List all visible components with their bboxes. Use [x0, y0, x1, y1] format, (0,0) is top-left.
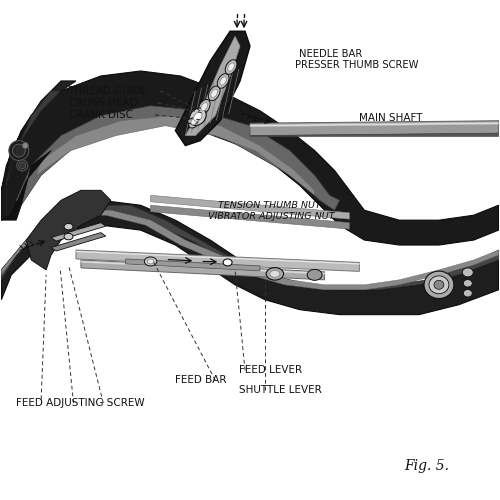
Ellipse shape [64, 234, 73, 240]
Ellipse shape [148, 259, 154, 264]
Text: SHUTTLE LEVER: SHUTTLE LEVER [239, 385, 322, 395]
Ellipse shape [270, 270, 280, 278]
Polygon shape [150, 205, 350, 229]
Ellipse shape [266, 268, 283, 280]
Ellipse shape [12, 144, 26, 157]
Ellipse shape [424, 271, 454, 298]
Ellipse shape [22, 142, 28, 148]
Polygon shape [76, 251, 360, 264]
Polygon shape [2, 150, 51, 220]
Text: FEED ADJUSTING SCREW: FEED ADJUSTING SCREW [16, 398, 145, 408]
Ellipse shape [9, 140, 29, 160]
Polygon shape [2, 205, 498, 290]
Polygon shape [150, 196, 350, 219]
Polygon shape [2, 200, 498, 314]
Ellipse shape [188, 114, 200, 128]
Polygon shape [81, 260, 324, 280]
Text: VIBRATOR ADJUSTING NUT: VIBRATOR ADJUSTING NUT [208, 212, 334, 220]
Polygon shape [16, 106, 340, 210]
Text: CROSS HEAD: CROSS HEAD [68, 98, 137, 108]
Ellipse shape [144, 257, 157, 266]
Polygon shape [250, 133, 498, 136]
Ellipse shape [208, 86, 220, 101]
Polygon shape [51, 232, 106, 251]
Text: Fig. 5.: Fig. 5. [404, 459, 449, 473]
Polygon shape [36, 116, 314, 196]
Text: NEEDLE BAR: NEEDLE BAR [298, 48, 362, 58]
Ellipse shape [201, 102, 207, 111]
Polygon shape [76, 250, 360, 272]
Text: PRESSER THUMB SCREW: PRESSER THUMB SCREW [295, 60, 418, 70]
Polygon shape [176, 31, 250, 146]
Polygon shape [51, 222, 106, 241]
Ellipse shape [307, 270, 322, 280]
Polygon shape [126, 259, 260, 271]
Ellipse shape [228, 63, 234, 71]
Text: FEED LEVER: FEED LEVER [239, 366, 302, 376]
Ellipse shape [220, 77, 226, 85]
Ellipse shape [434, 280, 444, 289]
Text: FEED BAR: FEED BAR [176, 376, 227, 386]
Polygon shape [6, 91, 61, 215]
Ellipse shape [218, 74, 229, 88]
Text: THREAD GUIDE: THREAD GUIDE [68, 86, 148, 96]
Ellipse shape [223, 259, 232, 266]
Ellipse shape [429, 276, 449, 294]
Polygon shape [186, 36, 240, 136]
Polygon shape [81, 261, 324, 274]
Text: MAIN SHAFT: MAIN SHAFT [360, 113, 423, 123]
Ellipse shape [198, 100, 210, 114]
Ellipse shape [190, 108, 206, 126]
Text: TENSION THUMB NUT: TENSION THUMB NUT [218, 200, 320, 210]
Polygon shape [2, 81, 76, 220]
Ellipse shape [464, 290, 472, 297]
Polygon shape [26, 190, 111, 270]
Ellipse shape [191, 116, 198, 125]
Polygon shape [188, 118, 198, 124]
Ellipse shape [225, 60, 237, 74]
Ellipse shape [462, 268, 473, 277]
Ellipse shape [17, 160, 28, 171]
Ellipse shape [19, 162, 26, 169]
Text: CRANK DISC: CRANK DISC [68, 110, 132, 120]
Ellipse shape [211, 90, 218, 98]
Ellipse shape [194, 112, 202, 121]
Polygon shape [250, 122, 498, 126]
Ellipse shape [464, 280, 472, 287]
Polygon shape [250, 120, 498, 136]
Polygon shape [2, 210, 498, 290]
Polygon shape [2, 71, 498, 245]
Ellipse shape [64, 224, 73, 230]
